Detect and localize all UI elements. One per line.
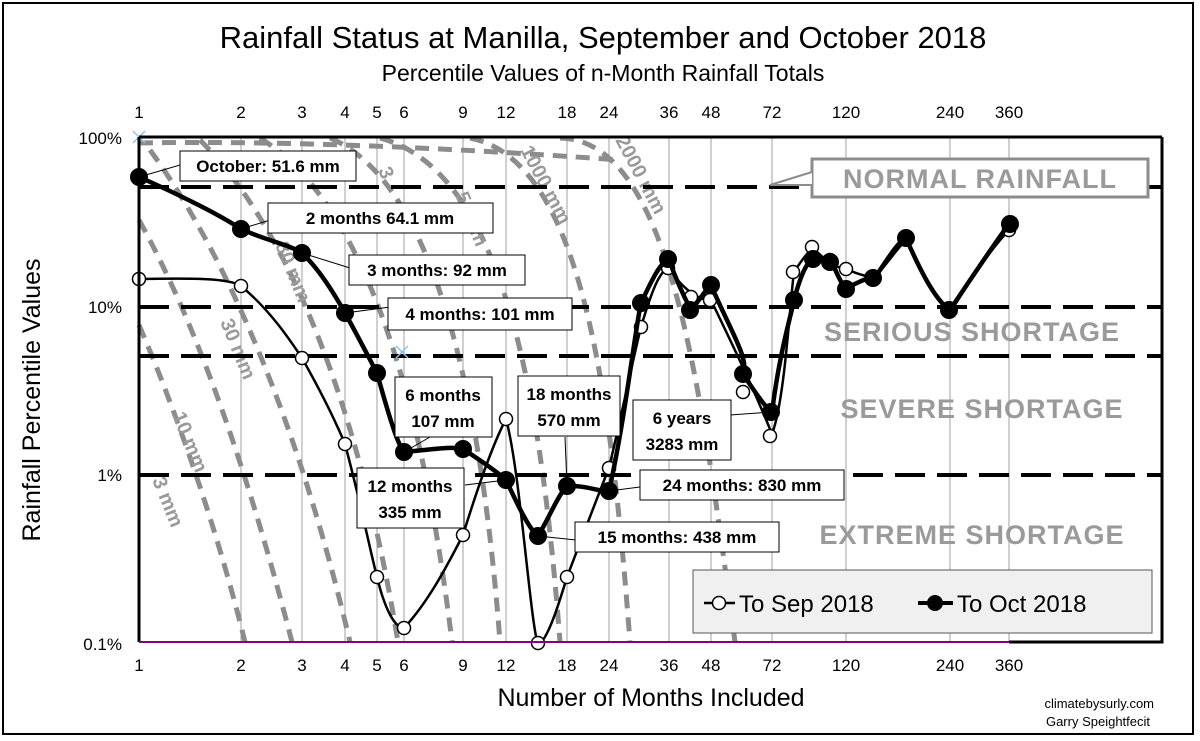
svg-text:6 months: 6 months	[405, 386, 481, 405]
extreme-shortage-label: EXTREME SHORTAGE	[819, 520, 1124, 550]
callout-15-months: 15 months: 438 mm	[537, 521, 780, 553]
svg-text:107 mm: 107 mm	[411, 412, 474, 431]
svg-text:5: 5	[372, 656, 381, 675]
callout-6-months: 6 months 107 mm	[394, 376, 493, 453]
x-axis-label: Number of Months Included	[497, 684, 804, 712]
callout-2-months: 2 months 64.1 mm	[240, 202, 494, 234]
svg-text:2: 2	[236, 656, 245, 675]
svg-text:24 months: 830 mm: 24 months: 830 mm	[663, 476, 822, 495]
svg-text:335 mm: 335 mm	[378, 503, 441, 522]
svg-text:48: 48	[702, 656, 721, 675]
svg-text:2 months 64.1 mm: 2 months 64.1 mm	[306, 209, 454, 228]
svg-text:12: 12	[497, 656, 516, 675]
chart-subtitle: Percentile Values of n-Month Rainfall To…	[382, 60, 825, 86]
credit-website: climatebysurly.com	[1044, 696, 1154, 711]
svg-text:12: 12	[497, 103, 516, 122]
svg-text:24: 24	[600, 103, 619, 122]
svg-text:6: 6	[399, 656, 408, 675]
credit-author: Garry Speightfecit	[1046, 714, 1150, 729]
svg-text:18: 18	[558, 103, 577, 122]
svg-text:1: 1	[134, 656, 143, 675]
legend-open-circle-icon	[711, 595, 727, 611]
svg-text:9: 9	[458, 103, 467, 122]
callout-6-years: 6 years 3283 mm	[632, 399, 772, 461]
svg-text:18: 18	[558, 656, 577, 675]
svg-text:3: 3	[297, 103, 306, 122]
normal-rainfall-label: NORMAL RAINFALL	[843, 164, 1117, 194]
svg-text:36: 36	[660, 656, 679, 675]
serious-shortage-label: SERIOUS SHORTAGE	[824, 317, 1120, 347]
svg-text:240: 240	[936, 103, 964, 122]
svg-text:5: 5	[372, 103, 381, 122]
svg-text:100%: 100%	[79, 129, 122, 148]
svg-text:120: 120	[832, 103, 860, 122]
svg-text:October: 51.6 mm: October: 51.6 mm	[196, 157, 340, 176]
legend: To Sep 2018 To Oct 2018	[692, 569, 1153, 634]
svg-text:10%: 10%	[88, 298, 122, 317]
callout-3-months: 3 months: 92 mm	[301, 252, 526, 286]
svg-text:6: 6	[399, 103, 408, 122]
callouts: October: 51.6 mm 2 months 64.1 mm 3 mont…	[138, 150, 845, 553]
svg-text:1%: 1%	[97, 466, 122, 485]
legend-sep: To Sep 2018	[739, 591, 874, 618]
isohyet-top-curve	[138, 139, 621, 163]
svg-text:72: 72	[763, 656, 782, 675]
svg-text:48: 48	[702, 103, 721, 122]
svg-text:0.1%: 0.1%	[83, 635, 122, 654]
svg-text:3 months: 92 mm: 3 months: 92 mm	[367, 261, 507, 280]
svg-text:9: 9	[458, 656, 467, 675]
bottom-x-tick-labels: 1 2 3 4 5 6 9 12 18 24 36 48 72 120 240 …	[134, 656, 1023, 675]
legend-filled-circle-icon	[927, 595, 943, 611]
svg-text:360: 360	[995, 656, 1023, 675]
severe-shortage-label: SEVERE SHORTAGE	[840, 394, 1123, 424]
series-to-oct-2018-markers	[130, 168, 1019, 545]
svg-text:240: 240	[936, 656, 964, 675]
svg-text:6 years: 6 years	[653, 409, 712, 428]
svg-text:4 months: 101 mm: 4 months: 101 mm	[405, 305, 554, 324]
svg-text:72: 72	[763, 103, 782, 122]
svg-text:360: 360	[995, 103, 1023, 122]
svg-text:1: 1	[134, 103, 143, 122]
callout-24-months: 24 months: 830 mm	[608, 469, 845, 501]
svg-text:18 months: 18 months	[526, 385, 611, 404]
svg-text:570 mm: 570 mm	[537, 411, 600, 430]
svg-text:4: 4	[340, 103, 349, 122]
callout-october: October: 51.6 mm	[138, 150, 357, 182]
y-axis-label: Rainfall Percentile Values	[18, 258, 46, 541]
svg-text:12 months: 12 months	[367, 477, 452, 496]
svg-text:15 months: 438 mm: 15 months: 438 mm	[598, 528, 757, 547]
svg-text:24: 24	[600, 656, 619, 675]
callout-18-months: 18 months 570 mm	[517, 375, 621, 487]
svg-text:4: 4	[340, 656, 349, 675]
chart-title: Rainfall Status at Manilla, September an…	[220, 20, 987, 55]
svg-text:2: 2	[236, 103, 245, 122]
callout-4-months: 4 months: 101 mm	[344, 297, 573, 331]
legend-oct: To Oct 2018	[957, 591, 1086, 618]
top-x-tick-labels: 1 2 3 4 5 6 9 12 18 24 36 48 72 120 240 …	[134, 103, 1023, 122]
y-tick-labels: 100% 10% 1% 0.1%	[79, 129, 122, 654]
callout-12-months: 12 months 335 mm	[356, 467, 507, 529]
svg-text:36: 36	[660, 103, 679, 122]
svg-text:3: 3	[297, 656, 306, 675]
svg-text:120: 120	[832, 656, 860, 675]
svg-text:3283 mm: 3283 mm	[646, 435, 719, 454]
